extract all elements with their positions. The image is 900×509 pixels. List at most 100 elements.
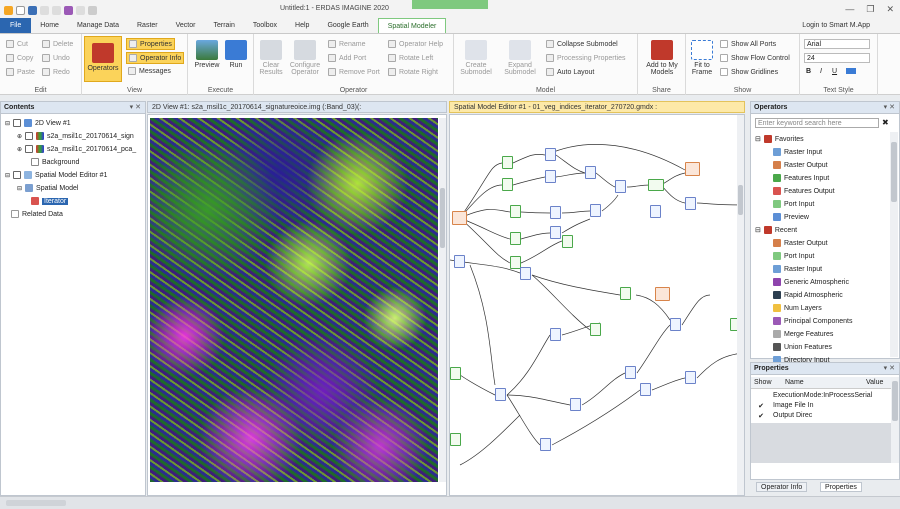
tree-item-iterator[interactable]: Iterator <box>31 197 69 205</box>
tree-item-related-data[interactable]: Related Data <box>11 210 63 218</box>
operator-node[interactable] <box>615 180 626 193</box>
operator-node[interactable] <box>625 366 636 379</box>
operators-scrollbar[interactable] <box>890 132 898 357</box>
pointer-icon[interactable] <box>64 5 73 15</box>
tab-manage-data[interactable]: Manage Data <box>76 22 119 29</box>
customize-qat-icon[interactable] <box>88 5 97 15</box>
operator-node[interactable] <box>650 205 661 218</box>
operator-node[interactable] <box>502 178 513 191</box>
redo-icon[interactable] <box>52 5 61 15</box>
show-flow-control-checkbox[interactable]: Show Flow Control <box>720 54 790 62</box>
tree-item-spatial-model-editor[interactable]: ⊟ Spatial Model Editor #1 <box>5 171 108 179</box>
operator-node[interactable] <box>590 323 601 336</box>
table-row[interactable]: ✔ Image File In <box>751 401 891 410</box>
rotate-left-button[interactable]: Rotate Left <box>388 54 433 62</box>
operator-node[interactable] <box>648 179 664 191</box>
fit-to-frame-button[interactable]: Fit to Frame <box>688 40 716 76</box>
add-port-button[interactable]: Add Port <box>328 54 366 62</box>
tab-spatial-modeler[interactable]: Spatial Modeler <box>377 18 447 33</box>
close-icon[interactable]: ✕ <box>886 4 894 14</box>
scroll-thumb[interactable] <box>738 185 743 215</box>
view-tab[interactable]: 2D View #1: s2a_msil1c_20170614_signatur… <box>147 101 447 113</box>
operator-node[interactable] <box>545 148 556 161</box>
operator-item[interactable]: Raster Output <box>773 239 828 247</box>
operator-node[interactable] <box>570 398 581 411</box>
model-canvas[interactable] <box>449 114 745 496</box>
tab-properties[interactable]: Properties <box>820 482 862 492</box>
operator-node[interactable] <box>545 170 556 183</box>
operator-item[interactable]: Generic Atmospheric <box>773 278 849 286</box>
operator-item[interactable]: Features Output <box>773 187 835 195</box>
configure-operator-button[interactable]: Configure Operator <box>286 40 324 76</box>
tree-item-background[interactable]: Background <box>31 158 79 166</box>
tab-terrain[interactable]: Terrain <box>213 22 235 29</box>
operator-item[interactable]: Raster Input <box>773 265 822 273</box>
operator-info-button[interactable]: Operator Info <box>126 52 185 64</box>
editor-vscrollbar[interactable] <box>737 115 744 495</box>
panel-close-icon[interactable]: ▾ ✕ <box>883 365 895 372</box>
tree-item-layer-1[interactable]: ⊕ s2a_msil1c_20170614_sign <box>17 132 134 140</box>
auto-layout-button[interactable]: Auto Layout <box>546 68 594 76</box>
operator-node[interactable] <box>450 367 461 380</box>
paste-button[interactable]: Paste <box>6 68 35 76</box>
satellite-image[interactable] <box>150 118 438 482</box>
operator-item[interactable]: Raster Input <box>773 148 822 156</box>
operator-node[interactable] <box>640 383 651 396</box>
operator-node[interactable] <box>510 205 521 218</box>
operator-item[interactable]: Raster Output <box>773 161 828 169</box>
login-link[interactable]: Login to Smart M.App <box>802 22 870 29</box>
new-file-icon[interactable] <box>16 5 25 15</box>
operator-node[interactable] <box>550 226 561 239</box>
operators-button[interactable]: Operators <box>84 36 122 82</box>
tab-home[interactable]: Home <box>40 22 59 29</box>
operator-node[interactable] <box>510 256 521 269</box>
scroll-thumb[interactable] <box>440 188 445 248</box>
operator-node[interactable] <box>450 433 461 446</box>
operator-item[interactable]: Port Input <box>773 200 814 208</box>
operator-node[interactable] <box>550 206 561 219</box>
measure-icon[interactable] <box>76 5 85 15</box>
operator-node[interactable] <box>452 211 467 225</box>
messages-button[interactable]: Messages <box>128 67 171 75</box>
tab-operator-info[interactable]: Operator Info <box>756 482 808 492</box>
operator-node[interactable] <box>670 318 681 331</box>
recent-folder[interactable]: ⊟ Recent <box>755 226 798 234</box>
operator-node[interactable] <box>620 287 631 300</box>
font-size-select[interactable]: 24 <box>804 53 870 63</box>
save-icon[interactable] <box>28 5 37 15</box>
operator-node[interactable] <box>655 287 670 301</box>
operator-item[interactable]: Features Input <box>773 174 829 182</box>
operator-node[interactable] <box>510 232 521 245</box>
operator-node[interactable] <box>550 328 561 341</box>
run-button[interactable]: Run <box>222 40 250 69</box>
collapse-submodel-button[interactable]: Collapse Submodel <box>546 40 618 48</box>
fill-color-icon[interactable] <box>846 68 856 74</box>
restore-icon[interactable]: ❐ <box>866 4 875 14</box>
expand-submodel-button[interactable]: Expand Submodel <box>500 40 540 76</box>
font-select[interactable]: Arial <box>804 39 870 49</box>
operator-search-input[interactable]: Enter keyword search here <box>755 118 879 128</box>
scroll-thumb[interactable] <box>892 381 898 421</box>
tab-file[interactable]: File <box>0 18 32 33</box>
clear-search-icon[interactable]: ✖ <box>882 118 889 127</box>
operator-item[interactable]: Union Features <box>773 343 832 351</box>
tree-item-spatial-model[interactable]: ⊟ Spatial Model <box>17 184 79 192</box>
undo-icon[interactable] <box>40 5 49 15</box>
operator-node[interactable] <box>520 267 531 280</box>
operator-node[interactable] <box>685 371 696 384</box>
panel-close-icon[interactable]: ▾ ✕ <box>883 104 895 111</box>
operator-node[interactable] <box>540 438 551 451</box>
operator-node[interactable] <box>585 166 596 179</box>
undo-button[interactable]: Undo <box>42 54 70 62</box>
favorites-folder[interactable]: ⊟ Favorites <box>755 135 804 143</box>
add-to-my-models-button[interactable]: Add to My Models <box>640 40 684 76</box>
operator-node[interactable] <box>502 156 513 169</box>
operator-item[interactable]: Num Layers <box>773 304 822 312</box>
table-row[interactable]: ExecutionMode:InProcessSerial <box>751 391 891 400</box>
tab-google-earth[interactable]: Google Earth <box>327 22 369 29</box>
editor-tab[interactable]: Spatial Model Editor #1 - 01_veg_indices… <box>449 101 745 113</box>
minimize-icon[interactable]: — <box>845 4 855 14</box>
operator-item[interactable]: Merge Features <box>773 330 833 338</box>
tab-toolbox[interactable]: Toolbox <box>252 22 278 29</box>
cut-button[interactable]: Cut <box>6 40 28 48</box>
